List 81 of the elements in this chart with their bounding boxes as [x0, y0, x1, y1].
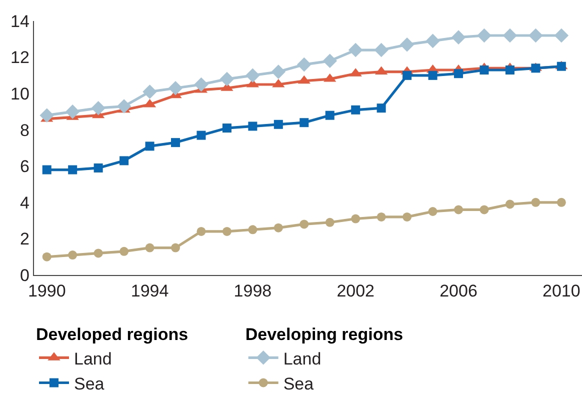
- point: [374, 42, 388, 58]
- point: [271, 64, 286, 79]
- point: [274, 120, 283, 129]
- text: Developed regions: [36, 325, 188, 344]
- point: [145, 142, 154, 151]
- point: [400, 37, 414, 52]
- point: [502, 28, 518, 43]
- point: [194, 77, 208, 92]
- point: [376, 104, 386, 113]
- point: [480, 65, 489, 74]
- point: [40, 108, 54, 122]
- point: [196, 130, 206, 140]
- point: [248, 225, 258, 234]
- point: [42, 165, 52, 174]
- y-tick-label: 0: [20, 266, 30, 285]
- point: [451, 30, 466, 44]
- point: [325, 110, 334, 120]
- point: [480, 205, 489, 214]
- point: [402, 70, 412, 80]
- point: [91, 100, 106, 116]
- x-tick-label: 2010: [542, 282, 580, 301]
- point: [505, 65, 514, 74]
- y-tick-label: 10: [10, 84, 30, 104]
- legend-label: Land: [74, 349, 112, 368]
- point: [94, 163, 103, 172]
- point: [222, 226, 232, 236]
- point: [554, 28, 569, 43]
- point: [94, 248, 103, 258]
- y-tick-label: 8: [20, 120, 30, 140]
- legend-label: Land: [283, 349, 322, 368]
- point: [145, 243, 154, 252]
- point: [428, 70, 438, 80]
- point: [296, 57, 312, 72]
- x-tick-label: 2002: [336, 282, 375, 301]
- x-tick-label: 2006: [440, 282, 478, 301]
- x-tick-label: 1990: [28, 282, 66, 301]
- point: [222, 124, 232, 133]
- point: [322, 54, 338, 68]
- point: [246, 68, 260, 83]
- x-tick-label: 1994: [130, 282, 169, 301]
- point: [477, 28, 492, 43]
- y-tick-label: 12: [10, 48, 30, 68]
- point: [68, 250, 78, 260]
- legend-label: Sea: [283, 374, 314, 394]
- point: [220, 72, 234, 86]
- point: [42, 252, 52, 262]
- point: [120, 156, 129, 166]
- y-tick-label: 4: [20, 193, 30, 212]
- x-tick-label: 1998: [234, 282, 272, 301]
- point: [300, 220, 309, 229]
- point: [454, 69, 464, 78]
- point: [120, 246, 129, 256]
- point: [274, 223, 283, 232]
- point: [351, 214, 360, 224]
- point: [116, 99, 132, 114]
- point: [351, 105, 360, 114]
- point: [428, 207, 438, 216]
- point: [168, 80, 183, 96]
- point: [402, 212, 412, 222]
- point: [528, 28, 543, 43]
- point: [171, 138, 180, 148]
- point: [248, 122, 258, 131]
- point: [171, 243, 180, 252]
- y-tick-label: 2: [20, 230, 30, 249]
- text: Developing regions: [245, 325, 404, 344]
- y-tick-label: 14: [10, 12, 30, 31]
- point: [376, 212, 386, 222]
- point: [426, 34, 440, 48]
- point: [531, 198, 540, 207]
- point: [68, 165, 78, 174]
- point: [300, 118, 309, 128]
- point: [454, 205, 464, 214]
- point: [65, 104, 80, 119]
- point: [196, 226, 206, 236]
- point: [556, 198, 566, 207]
- point: [505, 200, 514, 209]
- legend-label: Sea: [74, 374, 105, 394]
- point: [142, 84, 157, 99]
- y-tick-label: 6: [20, 157, 30, 176]
- point: [325, 218, 334, 227]
- point: [348, 42, 363, 58]
